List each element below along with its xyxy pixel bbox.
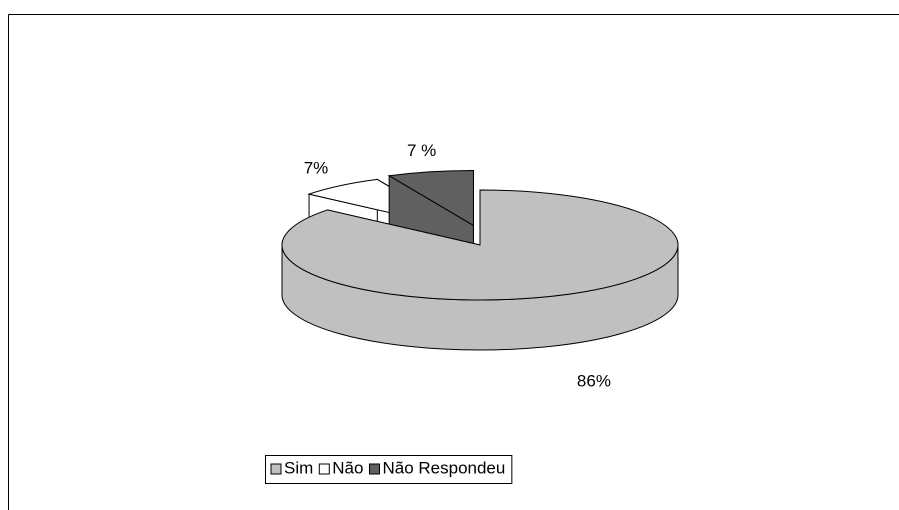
data-label: 86% (577, 371, 611, 390)
data-label: 7% (304, 159, 329, 178)
legend-swatch (368, 463, 380, 475)
legend-label: Sim (284, 458, 313, 477)
slice (387, 169, 474, 227)
legend-swatch (318, 463, 330, 475)
legend-label: Não Respondeu (382, 458, 505, 477)
legend-swatch (270, 463, 282, 475)
data-label: 7 % (407, 141, 436, 160)
legend-label: Não (332, 458, 363, 477)
legend-box (265, 455, 513, 484)
slice (281, 189, 679, 301)
